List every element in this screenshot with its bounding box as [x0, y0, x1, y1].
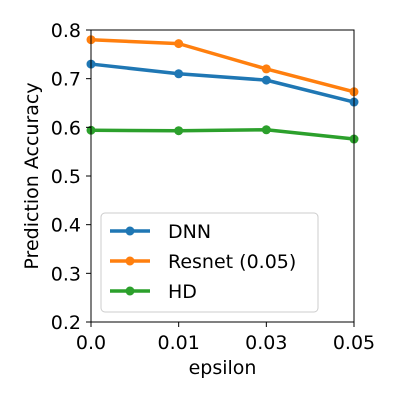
- y-tick-label: 0.3: [51, 263, 81, 285]
- series-line-1: [90, 37, 355, 94]
- y-tick-label: 0.6: [51, 117, 81, 139]
- x-tick-label: 0.05: [333, 332, 375, 354]
- x-tick-label: 0.03: [245, 332, 287, 354]
- y-tick-label: 0.2: [51, 312, 81, 334]
- x-tick-label: 0.01: [158, 332, 200, 354]
- legend-marker: [125, 256, 135, 266]
- series-line-2: [90, 128, 355, 141]
- x-axis-label: epsilon: [189, 357, 257, 379]
- legend-label: DNN: [168, 221, 211, 243]
- data-point: [174, 69, 184, 79]
- data-point: [261, 64, 271, 74]
- legend-label: Resnet (0.05): [168, 251, 296, 273]
- y-tick-label: 0.8: [51, 20, 81, 42]
- data-point: [174, 39, 184, 49]
- legend-label: HD: [168, 281, 197, 303]
- series-line-0: [90, 62, 355, 104]
- data-point: [261, 75, 271, 85]
- legend: DNN Resnet (0.05) HD: [100, 212, 319, 313]
- legend-marker: [125, 226, 135, 236]
- y-axis: 0.2 0.3 0.4 0.5 0.6 0.7 0.8: [51, 20, 91, 334]
- x-tick-label: 0.0: [76, 332, 106, 354]
- x-axis: 0.0 0.01 0.03 0.05: [76, 322, 375, 354]
- data-point: [174, 126, 184, 136]
- legend-box: [100, 212, 319, 313]
- y-tick-label: 0.4: [51, 215, 81, 237]
- legend-marker: [125, 286, 135, 296]
- y-tick-label: 0.7: [51, 69, 81, 91]
- series-layer: [86, 35, 359, 144]
- y-axis-label: Prediction Accuracy: [21, 82, 43, 269]
- data-point: [261, 125, 271, 135]
- y-tick-label: 0.5: [51, 166, 81, 188]
